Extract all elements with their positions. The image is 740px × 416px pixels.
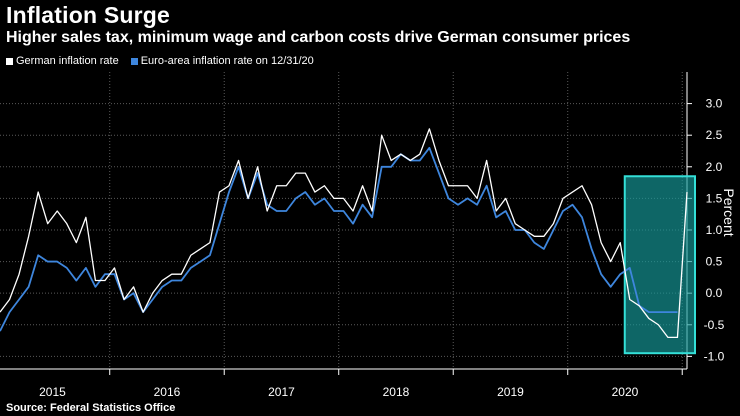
y-tick-label: 0.0 [706,286,723,300]
legend-item-german: German inflation rate [6,55,119,67]
y-tick-label: -0.5 [704,318,725,332]
y-axis-label: Percent [721,188,737,236]
y-tick-label: 2.5 [706,128,723,142]
y-tick-label: 0.5 [706,255,723,269]
x-tick-label: 2017 [268,385,295,399]
legend-label-euro: Euro-area inflation rate on 12/31/20 [140,55,314,67]
highlight-box [623,175,696,355]
legend-swatch-german [6,57,13,65]
y-tick-label: -1.0 [704,349,725,363]
series-line-euro [0,146,678,332]
y-tick-label: 3.0 [706,97,723,111]
y-tick-label: 2.0 [706,160,723,174]
legend-label-german: German inflation rate [16,55,119,67]
source-note: Source: Federal Statistics Office [6,402,176,414]
x-tick-label: 2018 [383,385,410,399]
legend-item-euro: Euro-area inflation rate on 12/31/20 [130,55,314,67]
legend-swatch-euro [130,57,138,65]
series-line-german [0,128,688,339]
x-tick-label: 2016 [154,385,181,399]
y-tick-label: 1.5 [706,191,723,205]
x-tick-label: 2019 [497,385,524,399]
y-tick-label: 1.0 [706,223,723,237]
x-tick-label: 2015 [39,385,66,399]
chart-subtitle: Higher sales tax, minimum wage and carbo… [6,29,631,46]
x-tick-label: 2020 [612,385,639,399]
legend: German inflation rate Euro-area inflatio… [6,55,314,67]
chart-title: Inflation Surge [6,2,170,28]
